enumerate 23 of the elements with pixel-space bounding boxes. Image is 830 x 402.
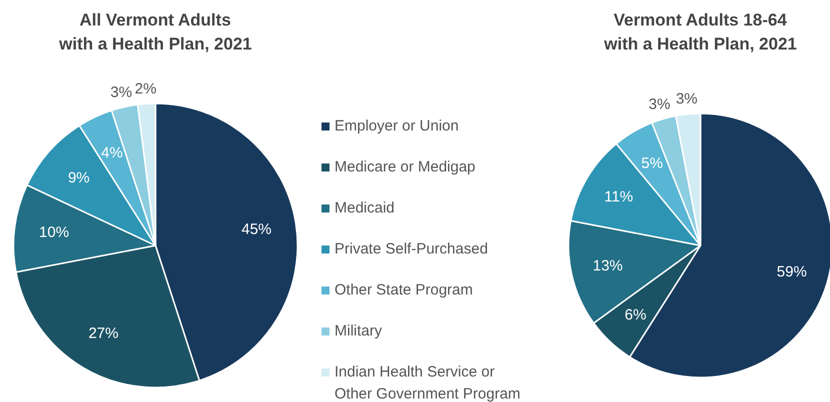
data-label: 3% <box>676 90 698 108</box>
data-label: 5% <box>641 155 663 172</box>
legend-label: Employer or Union <box>334 118 459 134</box>
data-label: 45% <box>241 221 272 238</box>
chart-title: All Vermont Adults with a Health Plan, 2021 <box>58 10 252 54</box>
data-label: 13% <box>592 258 623 275</box>
data-label: 10% <box>39 224 70 242</box>
legend-label: Other State Program <box>334 282 473 298</box>
data-label: 3% <box>648 96 670 113</box>
data-label: 6% <box>624 306 646 324</box>
data-label: 27% <box>88 325 118 342</box>
data-label: 59% <box>776 264 807 281</box>
data-label: 4% <box>101 144 123 162</box>
legend-label: Medicaid <box>334 200 395 216</box>
legend-label: Indian Health Service or Other Government Program <box>334 364 520 402</box>
legend-label: Private Self-Purchased <box>334 240 488 258</box>
data-label: 2% <box>134 80 156 98</box>
legend-label: Military <box>334 322 382 340</box>
chart-title: Vermont Adults 18-64 with a Health Plan, 2021 <box>603 10 797 54</box>
data-label: 9% <box>68 169 90 186</box>
legend-label: Medicare or Medigap <box>334 158 476 176</box>
data-label: 11% <box>604 188 634 206</box>
data-label: 3% <box>110 84 132 101</box>
